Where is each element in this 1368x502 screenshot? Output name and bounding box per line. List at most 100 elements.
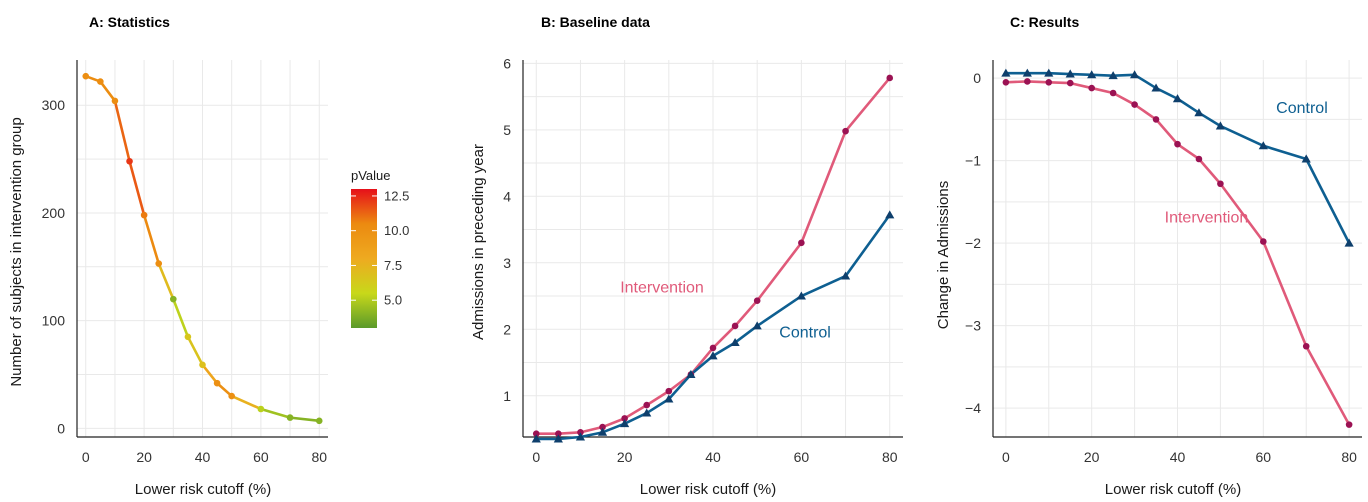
x-tick-label: 40 [1170,449,1186,465]
intervention-data-point [886,74,894,82]
intervention-data-point [1066,79,1074,87]
x-tick-label: 20 [1084,449,1100,465]
intervention-data-point [643,401,651,409]
y-tick-label: 1 [503,388,511,404]
x-tick-label: 80 [311,449,327,465]
control-data-point [1215,121,1226,130]
intervention-data-point [1045,78,1053,86]
control-series-label: Control [1276,100,1328,117]
control-data-point [1194,108,1204,117]
panel-c-points [1001,68,1354,428]
x-tick-label: 40 [195,449,211,465]
control-data-point [1151,83,1161,92]
panel-b-grid [523,60,903,437]
x-tick-label: 80 [882,449,898,465]
line-segment [259,407,292,419]
intervention-data-point [1152,116,1160,123]
control-data-point [1258,141,1268,150]
line-segment [113,99,131,163]
data-point [111,97,119,105]
intervention-series-line [1005,80,1351,426]
y-tick-label: 3 [503,255,511,271]
intervention-data-point [1002,78,1010,86]
panel-b-series-labels: Intervention Control [620,280,831,342]
control-data-point [796,291,806,300]
x-tick-label: 0 [82,449,90,465]
control-data-point [1022,68,1032,77]
x-tick-label: 0 [532,449,540,465]
data-point [286,414,294,421]
panel-b-y-axis-label: Admissions in preceding year [470,144,487,340]
intervention-data-point [731,322,739,330]
panel-c-lines [1005,71,1351,426]
panel-b-lines [536,77,891,441]
line-segment [99,80,117,103]
line-segment [172,297,190,339]
data-point [184,333,192,341]
intervention-data-point [532,430,540,437]
panel-b-baseline-data: B: Baseline data 0 20 40 60 80 1 2 3 4 5 6 Interve… [470,14,903,498]
intervention-data-point [1195,155,1203,163]
panel-c-x-axis-label: Lower risk cutoff (%) [1105,481,1241,498]
control-series-line [1005,71,1351,244]
panel-c-ticks: 0 20 40 60 80 0 −1 −2 −3 −4 [965,70,1357,465]
control-data-point [553,434,563,443]
control-data-point [1344,238,1354,247]
control-data-point [664,394,674,403]
control-data-point [1087,70,1097,79]
data-point [97,78,104,85]
data-point [155,260,163,267]
y-tick-label: −3 [965,318,981,334]
control-data-point [885,210,895,219]
x-tick-label: 20 [617,449,633,465]
y-tick-label: 5 [503,122,511,138]
y-tick-label: 0 [973,70,981,86]
line-segment [186,335,204,367]
panel-c-grid [993,60,1362,437]
intervention-data-point [1024,78,1031,85]
data-point [228,392,235,400]
panel-c-axes [992,60,1362,438]
y-tick-label: 100 [42,313,66,329]
panel-a-ticks: 0 20 40 60 80 0 100 200 300 [42,97,328,465]
panel-a-statistics: A: Statistics 0 20 40 60 80 0 100 200 300 Lower … [8,14,409,498]
panel-b-title: B: Baseline data [541,14,650,30]
intervention-data-point [842,127,849,135]
colorbar-tick-label: 5.0 [384,293,402,308]
intervention-series-label: Intervention [1165,210,1249,227]
colorbar-gradient-bar [351,189,377,328]
line-segment [142,213,161,265]
control-data-point [597,427,608,436]
control-data-point [752,321,762,330]
control-data-point [1172,94,1183,103]
x-tick-label: 60 [253,449,269,465]
x-tick-label: 0 [1002,449,1010,465]
line-segment [157,262,175,301]
control-data-point [1108,71,1118,80]
intervention-data-point [798,239,805,247]
intervention-data-point [1217,180,1224,188]
control-series-line [536,214,891,441]
intervention-series-label: Intervention [620,280,704,297]
intervention-data-point [753,297,761,304]
colorbar-ticks: 12.5 10.0 7.5 5.0 [351,188,409,308]
panel-a-title: A: Statistics [89,14,170,30]
y-tick-label: 6 [503,55,511,71]
panel-a-axes [76,60,328,438]
y-tick-label: 200 [42,205,66,221]
control-data-point [642,408,652,417]
y-tick-label: 0 [57,420,65,436]
control-data-point [620,419,630,428]
line-segment [230,394,263,411]
control-data-point [686,369,696,378]
control-data-point [1044,68,1054,77]
intervention-data-point [1302,342,1310,350]
line-segment [288,416,321,423]
intervention-data-point [1345,421,1353,428]
data-point [170,295,177,303]
intervention-data-point [1174,140,1181,148]
x-tick-label: 60 [1256,449,1272,465]
control-data-point [1065,69,1075,78]
control-data-point [531,434,541,443]
